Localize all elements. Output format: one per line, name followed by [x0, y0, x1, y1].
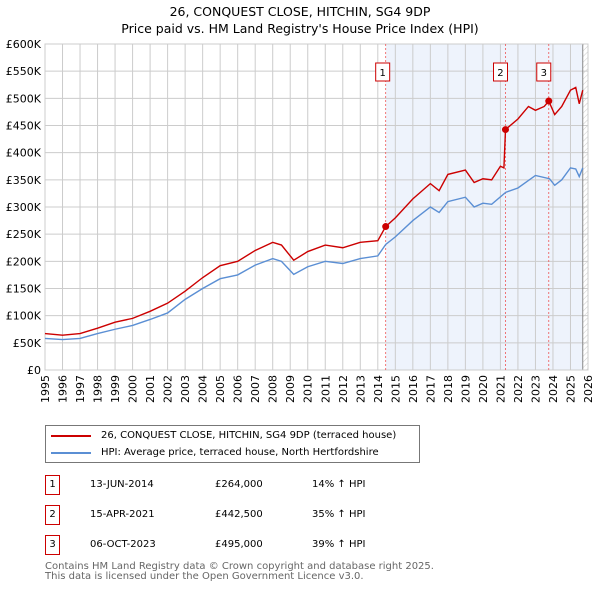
footer-line-2: This data is licensed under the Open Gov…: [45, 571, 364, 582]
legend-item-hpi: HPI: Average price, terraced house, Nort…: [46, 447, 379, 458]
x-tick-label: 2005: [214, 375, 227, 403]
x-tick-label: 2022: [512, 375, 525, 403]
y-tick-label: £600K: [6, 38, 42, 51]
x-tick-label: 2010: [302, 375, 315, 403]
series-line-hpi: [44, 167, 584, 341]
price-chart: £0 £50K £100K £150K £200K £250K £300K £350K £400…: [6, 38, 595, 403]
footer-line-1: Contains HM Land Registry data © Crown c…: [45, 561, 434, 572]
sale-label-box: [536, 62, 552, 82]
y-tick-label: £350K: [6, 174, 42, 187]
chart-title: 26, CONQUEST CLOSE, HITCHIN, SG4 9DP: [169, 4, 431, 19]
sale-row: 3 06-OCT-2023 £495,000 39% ↑ HPI: [45, 535, 445, 555]
sale-price: £495,000: [215, 539, 263, 550]
x-tick-label: 2001: [144, 375, 157, 403]
sale-number: 3: [45, 535, 60, 555]
y-tick-label: £200K: [6, 255, 42, 268]
legend-line-blue: [51, 451, 91, 454]
y-tick-label: £550K: [6, 65, 42, 78]
sale-label-box: [492, 62, 508, 82]
sale-point: [382, 223, 390, 231]
sale-row: 1 13-JUN-2014 £264,000 14% ↑ HPI: [45, 475, 445, 495]
x-tick-label: 2013: [354, 375, 367, 403]
sale-hpi-diff: 14% ↑ HPI: [312, 479, 366, 490]
legend-label: HPI: Average price, terraced house, Nort…: [101, 447, 379, 458]
sale-number: 2: [45, 505, 60, 525]
x-tick-label: 2025: [564, 375, 577, 403]
sale-date: 15-APR-2021: [90, 509, 155, 520]
x-tick-label: 2026: [582, 375, 595, 403]
y-tick-label: £500K: [6, 92, 42, 105]
x-tick-label: 1997: [74, 375, 87, 403]
y-tick-label: £400K: [6, 147, 42, 160]
y-tick-label: £150K: [6, 283, 42, 296]
x-tick-label: 1999: [109, 375, 122, 403]
x-tick-label: 2008: [267, 375, 280, 403]
x-tick-label: 2009: [284, 375, 297, 403]
sale-label: 1: [380, 68, 386, 79]
y-tick-label: £450K: [6, 120, 42, 133]
x-tick-label: 2006: [232, 375, 245, 403]
sale-label: 3: [541, 68, 547, 79]
plot-frame: [44, 43, 589, 371]
legend-item-property: 26, CONQUEST CLOSE, HITCHIN, SG4 9DP (te…: [46, 430, 396, 441]
x-tick-label: 2020: [477, 375, 490, 403]
legend-line-red: [51, 434, 91, 437]
chart-subtitle: Price paid vs. HM Land Registry's House …: [121, 21, 479, 36]
x-tick-label: 1998: [92, 375, 105, 403]
sale-row: 2 15-APR-2021 £442,500 35% ↑ HPI: [45, 505, 445, 525]
x-tick-label: 1996: [57, 375, 70, 403]
y-tick-label: £100K: [6, 310, 42, 323]
x-tick-label: 2021: [494, 375, 507, 403]
x-tick-label: 2024: [547, 375, 560, 403]
y-tick-label: £300K: [6, 201, 42, 214]
y-tick-label: £50K: [13, 337, 42, 350]
x-tick-label: 2011: [319, 375, 332, 403]
sale-date: 13-JUN-2014: [90, 479, 154, 490]
x-tick-label: 2017: [424, 375, 437, 403]
x-tick-label: 1995: [39, 375, 52, 403]
sale-point: [501, 126, 509, 134]
sale-label-box: [375, 62, 391, 82]
x-tick-label: 2016: [407, 375, 420, 403]
x-tick-label: 2012: [337, 375, 350, 403]
x-tick-label: 2002: [162, 375, 175, 403]
sale-hpi-diff: 35% ↑ HPI: [312, 509, 366, 520]
x-tick-label: 2018: [442, 375, 455, 403]
x-tick-label: 2019: [459, 375, 472, 403]
sale-hpi-diff: 39% ↑ HPI: [312, 539, 366, 550]
sale-number: 1: [45, 475, 60, 495]
sale-label: 2: [497, 68, 503, 79]
legend-label: 26, CONQUEST CLOSE, HITCHIN, SG4 9DP (te…: [101, 430, 397, 441]
y-tick-label: £250K: [6, 228, 42, 241]
x-tick-label: 2015: [389, 375, 402, 403]
x-tick-label: 2007: [249, 375, 262, 403]
x-tick-label: 2014: [372, 375, 385, 403]
x-tick-label: 2003: [179, 375, 192, 403]
x-tick-label: 2004: [197, 375, 210, 403]
x-tick-label: 2000: [127, 375, 140, 403]
series-line-property: [44, 86, 584, 336]
sale-point: [545, 97, 553, 105]
sale-price: £264,000: [215, 479, 263, 490]
x-tick-label: 2023: [529, 375, 542, 403]
sale-price: £442,500: [215, 509, 263, 520]
y-tick-label: £0: [27, 364, 41, 377]
sale-date: 06-OCT-2023: [90, 539, 156, 550]
legend: 26, CONQUEST CLOSE, HITCHIN, SG4 9DP (te…: [45, 425, 420, 463]
